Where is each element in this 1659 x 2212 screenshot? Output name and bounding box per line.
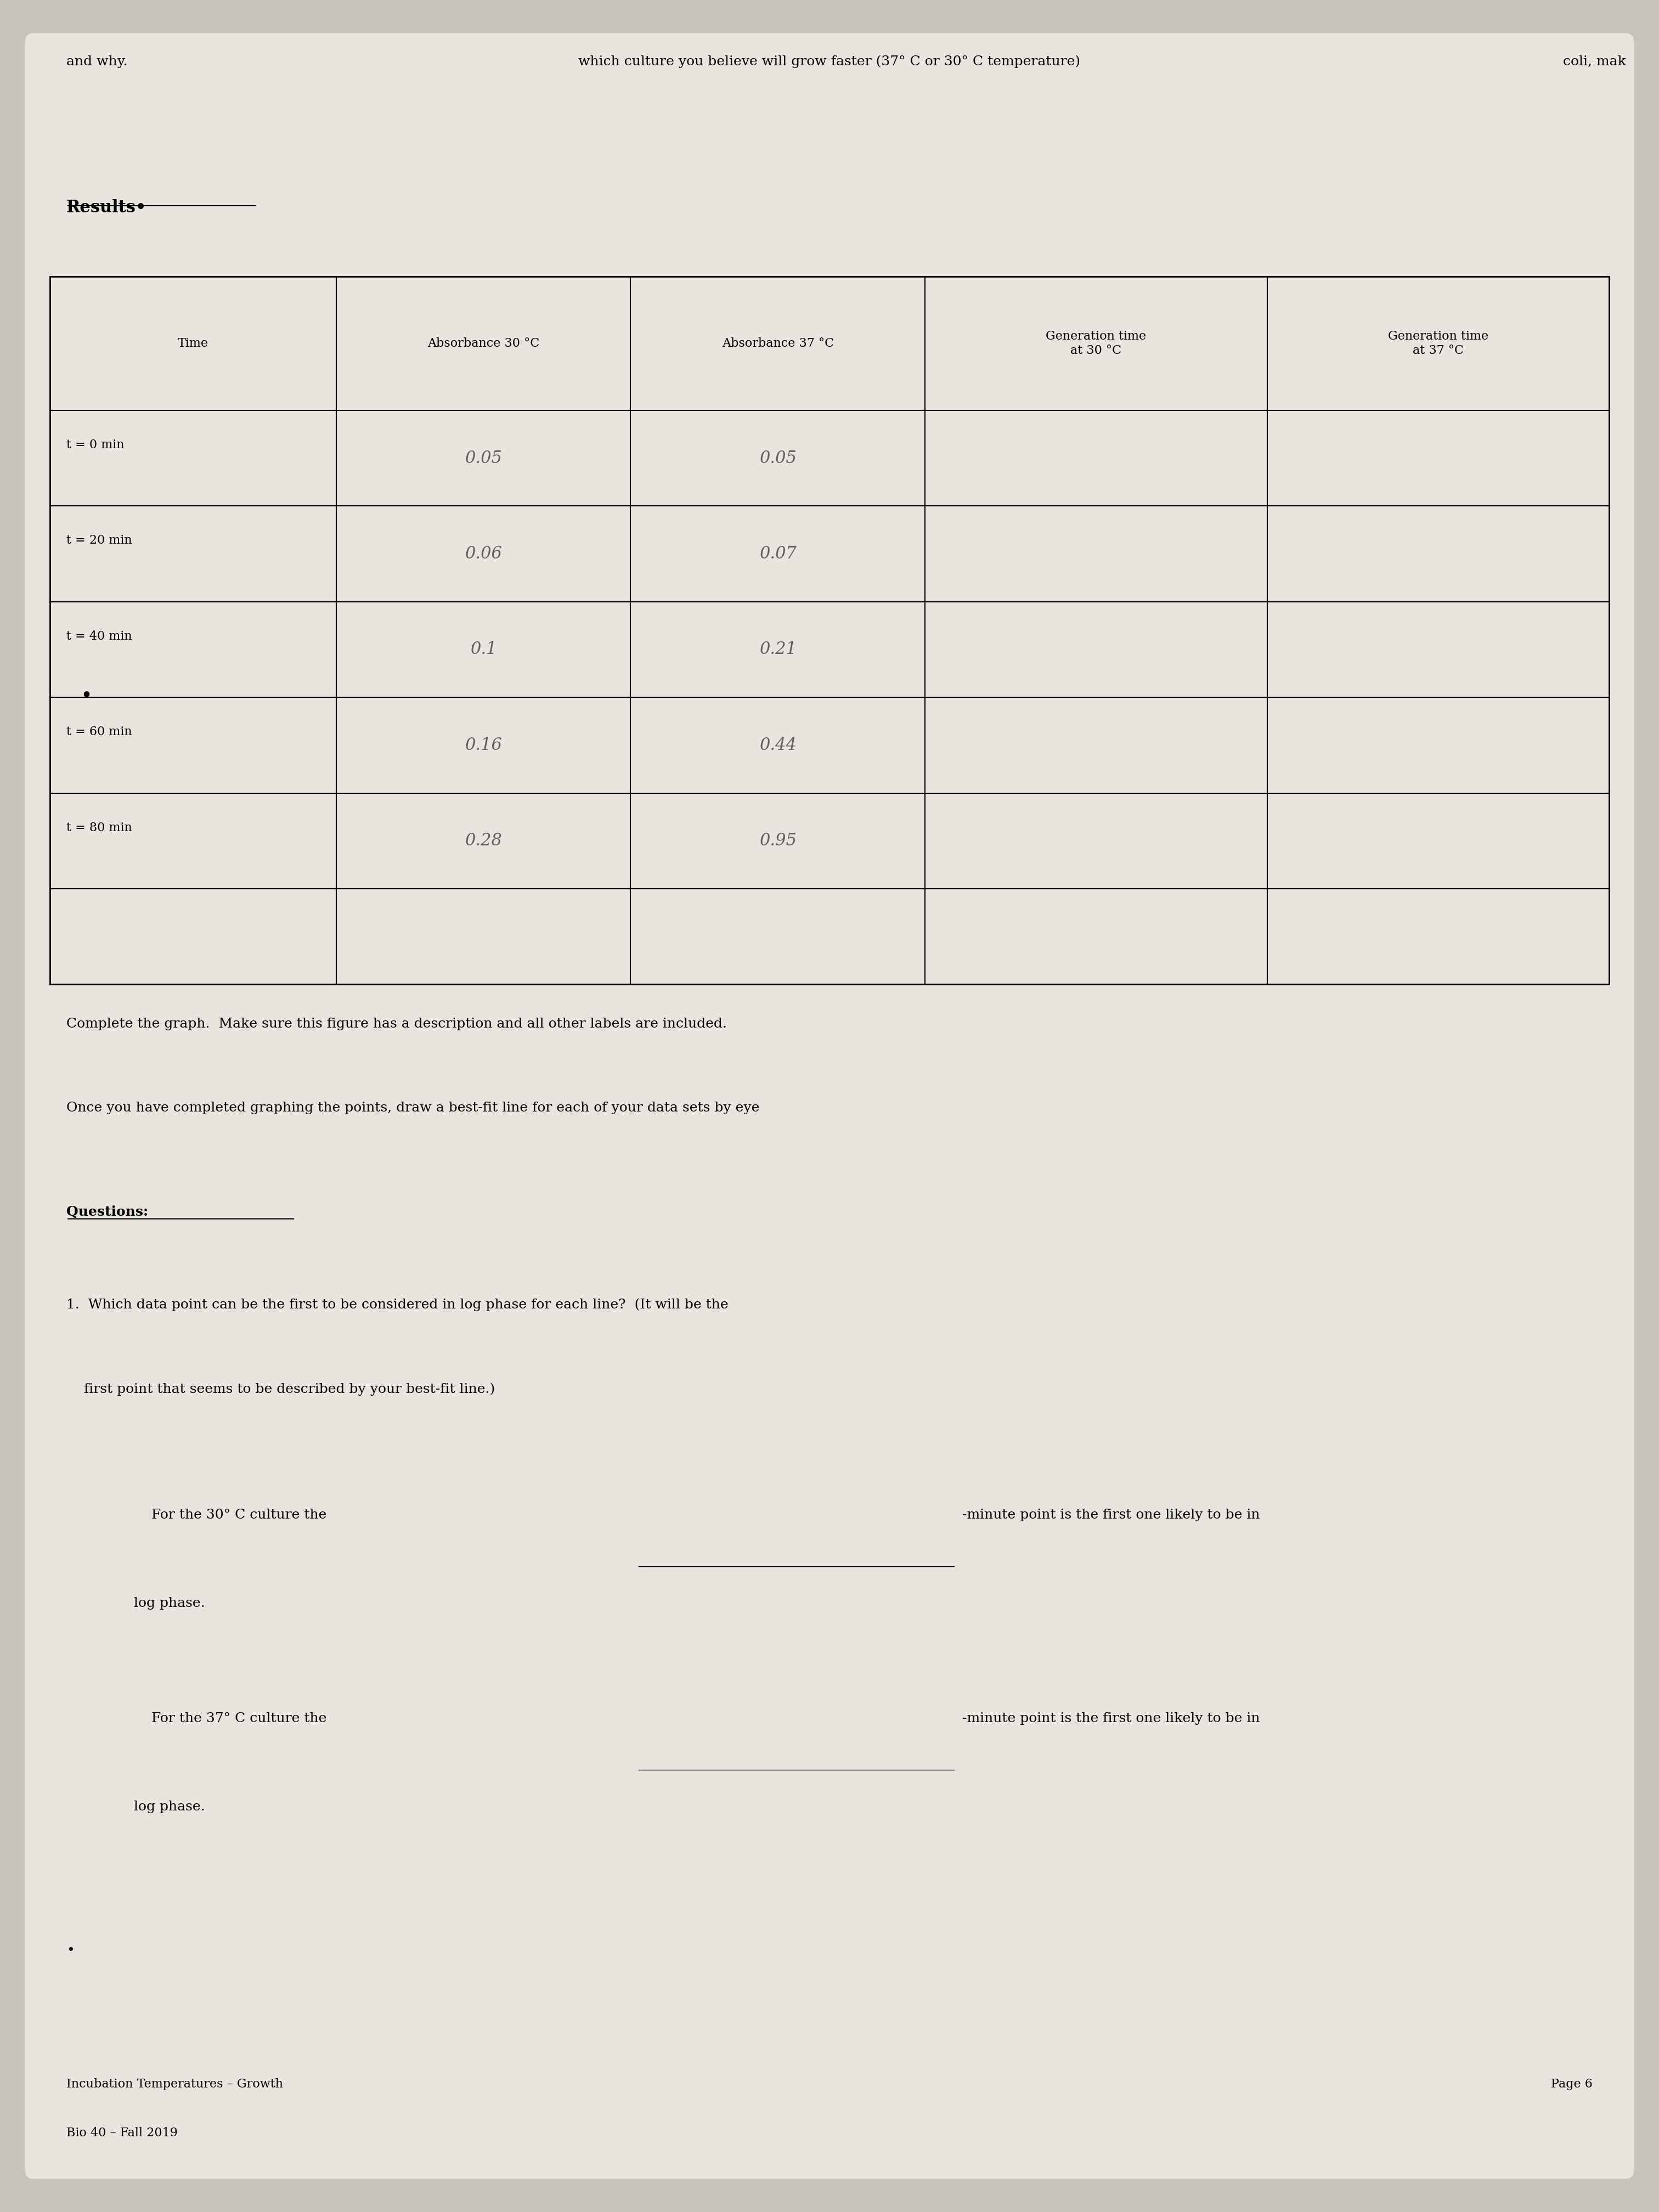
Text: Incubation Temperatures – Growth: Incubation Temperatures – Growth <box>66 2079 284 2090</box>
Text: Complete the graph.  Make sure this figure has a description and all other label: Complete the graph. Make sure this figur… <box>66 1018 727 1031</box>
Text: first point that seems to be described by your best-fit line.): first point that seems to be described b… <box>66 1383 494 1396</box>
Text: Once you have completed graphing the points, draw a best-fit line for each of yo: Once you have completed graphing the poi… <box>66 1102 760 1115</box>
Text: 0.06: 0.06 <box>465 546 503 562</box>
Text: Time: Time <box>178 338 209 349</box>
Text: -minute point is the first one likely to be in: -minute point is the first one likely to… <box>962 1509 1259 1522</box>
Text: For the 30° C culture the: For the 30° C culture the <box>116 1509 330 1522</box>
Text: •: • <box>66 1944 75 1958</box>
Text: 0.21: 0.21 <box>760 641 796 657</box>
Text: Absorbance 37 °C: Absorbance 37 °C <box>722 338 834 349</box>
Text: Generation time
at 30 °C: Generation time at 30 °C <box>1045 330 1146 356</box>
Text: 0.1: 0.1 <box>469 641 496 657</box>
Text: 0.28: 0.28 <box>465 832 503 849</box>
Text: t = 60 min: t = 60 min <box>66 726 133 739</box>
Bar <box>50 276 1609 984</box>
Text: 0.44: 0.44 <box>760 737 796 754</box>
Text: ●: ● <box>83 690 90 697</box>
FancyBboxPatch shape <box>25 33 1634 2179</box>
Text: 1.  Which data point can be the first to be considered in log phase for each lin: 1. Which data point can be the first to … <box>66 1298 728 1312</box>
Text: log phase.: log phase. <box>116 1597 204 1610</box>
Text: coli, mak: coli, mak <box>1563 55 1626 69</box>
Text: 0.07: 0.07 <box>760 546 796 562</box>
Text: 0.05: 0.05 <box>760 449 796 467</box>
Text: which culture you believe will grow faster (37° C or 30° C temperature): which culture you believe will grow fast… <box>579 55 1080 69</box>
Text: Questions:: Questions: <box>66 1206 148 1219</box>
Text: Bio 40 – Fall 2019: Bio 40 – Fall 2019 <box>66 2128 178 2139</box>
Text: Page 6: Page 6 <box>1551 2079 1593 2090</box>
Text: and why.: and why. <box>66 55 128 69</box>
Text: 0.95: 0.95 <box>760 832 796 849</box>
Text: 0.16: 0.16 <box>465 737 503 754</box>
Text: -minute point is the first one likely to be in: -minute point is the first one likely to… <box>962 1712 1259 1725</box>
Text: Generation time
at 37 °C: Generation time at 37 °C <box>1389 330 1488 356</box>
Text: t = 20 min: t = 20 min <box>66 535 133 546</box>
Text: log phase.: log phase. <box>116 1801 204 1814</box>
Text: t = 40 min: t = 40 min <box>66 630 133 641</box>
Text: 0.05: 0.05 <box>465 449 503 467</box>
Text: For the 37° C culture the: For the 37° C culture the <box>116 1712 330 1725</box>
Text: Results•: Results• <box>66 199 146 217</box>
Text: t = 0 min: t = 0 min <box>66 438 124 451</box>
Text: Absorbance 30 °C: Absorbance 30 °C <box>428 338 539 349</box>
Text: t = 80 min: t = 80 min <box>66 821 133 834</box>
